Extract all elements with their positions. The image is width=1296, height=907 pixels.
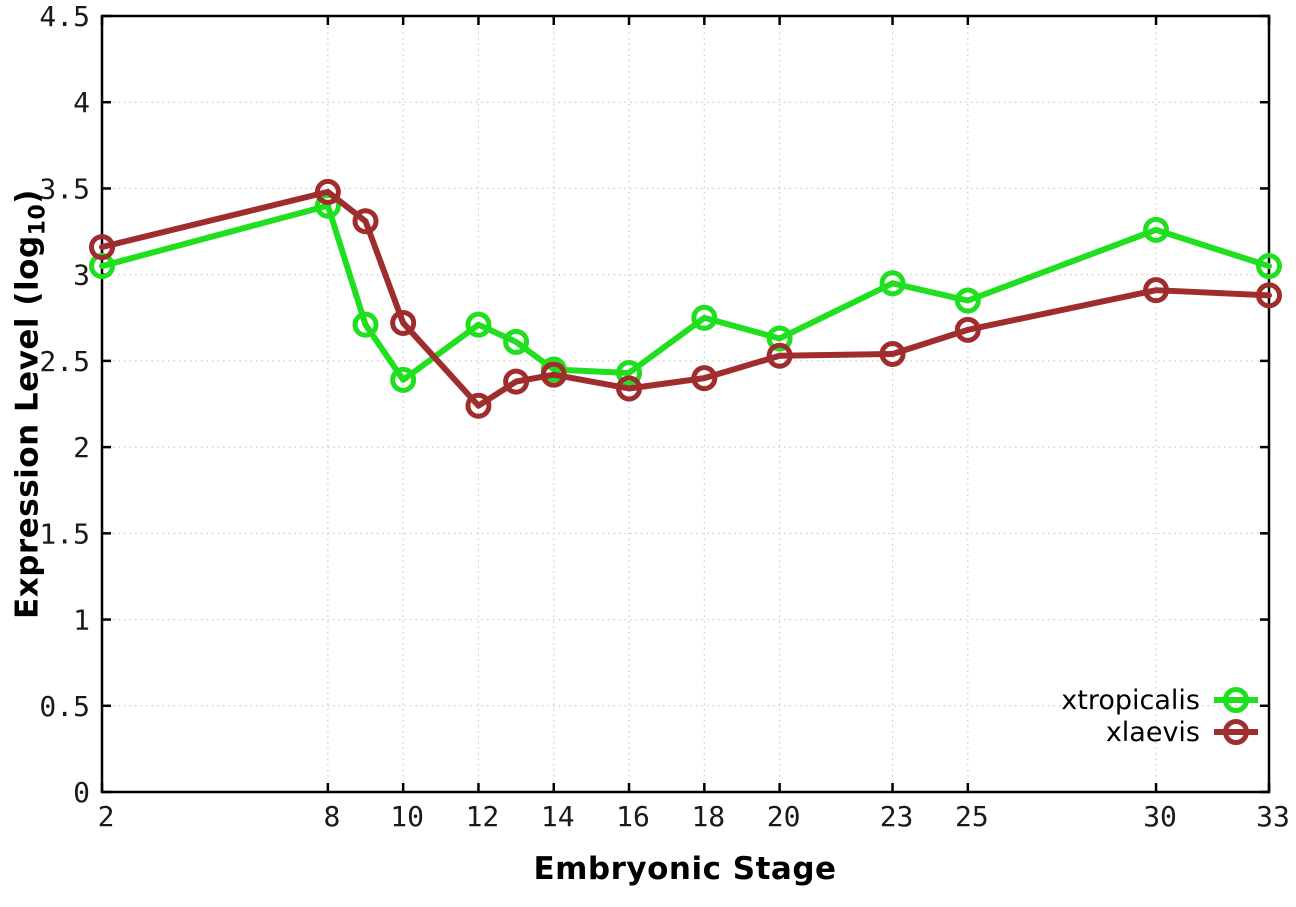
data-point-xlaevis-stage-33 bbox=[1256, 282, 1282, 309]
x-tick-label: 14 bbox=[541, 800, 575, 833]
legend-item-xtropicalis: xtropicalis bbox=[1061, 684, 1258, 716]
y-tick-label: 2.5 bbox=[39, 345, 90, 378]
y-tick-label: 4 bbox=[73, 86, 90, 119]
data-point-xlaevis-stage-13 bbox=[503, 368, 530, 395]
y-axis-title-text: Expression Level (log bbox=[9, 235, 46, 619]
y-tick-label: 0 bbox=[73, 776, 90, 809]
y-tick-label: 3 bbox=[73, 259, 90, 292]
x-tick-label: 18 bbox=[691, 800, 725, 833]
data-point-xtropicalis-stage-13 bbox=[503, 328, 530, 355]
x-tick-label: 20 bbox=[767, 800, 801, 833]
data-point-xlaevis-stage-30 bbox=[1143, 277, 1170, 304]
x-tick-label: 30 bbox=[1143, 800, 1177, 833]
data-point-xtropicalis-stage-9 bbox=[352, 311, 379, 338]
y-tick-label: 3.5 bbox=[39, 172, 90, 205]
data-point-xlaevis-stage-23 bbox=[879, 340, 906, 367]
y-tick-label: 1 bbox=[73, 604, 90, 637]
x-tick-label: 12 bbox=[466, 800, 500, 833]
legend: xtropicalis xlaevis bbox=[1061, 684, 1258, 748]
y-tick-label: 0.5 bbox=[39, 690, 90, 723]
data-point-xlaevis-stage-9 bbox=[352, 208, 379, 235]
data-point-xtropicalis-stage-18 bbox=[691, 304, 718, 331]
legend-label-xtropicalis: xtropicalis bbox=[1061, 684, 1200, 716]
y-axis-title-suffix: ) bbox=[9, 189, 46, 204]
data-point-xtropicalis-stage-25 bbox=[954, 287, 981, 314]
x-tick-label: 25 bbox=[955, 800, 989, 833]
y-axis-title-subscript: 10 bbox=[25, 203, 51, 236]
legend-circle-icon bbox=[1223, 719, 1249, 745]
data-point-xtropicalis-stage-30 bbox=[1143, 216, 1170, 243]
legend-label-xlaevis: xlaevis bbox=[1105, 716, 1200, 748]
data-point-xlaevis-stage-20 bbox=[766, 342, 793, 369]
y-tick-label: 2 bbox=[73, 431, 90, 464]
data-point-xtropicalis-stage-33 bbox=[1256, 253, 1282, 280]
y-tick-label: 1.5 bbox=[39, 517, 90, 550]
legend-item-xlaevis: xlaevis bbox=[1106, 716, 1258, 748]
data-point-xlaevis-stage-8 bbox=[314, 178, 341, 205]
legend-sample-xlaevis bbox=[1214, 718, 1258, 746]
x-tick-label: 2 bbox=[98, 800, 115, 833]
data-point-xlaevis-stage-14 bbox=[540, 361, 567, 388]
data-point-xtropicalis-stage-23 bbox=[879, 270, 906, 297]
data-point-xlaevis-stage-10 bbox=[390, 309, 417, 336]
x-axis-title: Embryonic Stage bbox=[533, 851, 837, 887]
data-point-xlaevis-stage-12 bbox=[465, 392, 492, 419]
x-tick-label: 16 bbox=[616, 800, 650, 833]
y-axis-title: Expression Level (log10) bbox=[10, 189, 51, 619]
legend-sample-xtropicalis bbox=[1214, 686, 1258, 714]
y-tick-label: 4.5 bbox=[39, 0, 90, 33]
x-tick-label: 8 bbox=[323, 800, 340, 833]
data-point-xlaevis-stage-16 bbox=[616, 375, 643, 402]
data-point-xlaevis-stage-2 bbox=[89, 234, 115, 261]
legend-circle-icon bbox=[1223, 687, 1249, 713]
data-point-xtropicalis-stage-12 bbox=[465, 311, 492, 338]
data-point-xtropicalis-stage-10 bbox=[390, 366, 417, 393]
series-line-xlaevis bbox=[99, 188, 1272, 409]
plot-border bbox=[100, 14, 1271, 794]
data-point-xtropicalis-stage-20 bbox=[766, 325, 793, 352]
data-point-xlaevis-stage-25 bbox=[954, 316, 981, 343]
data-point-xtropicalis-stage-16 bbox=[616, 359, 643, 386]
series-line-xtropicalis bbox=[99, 202, 1272, 383]
x-tick-label: 10 bbox=[390, 800, 424, 833]
x-tick-label: 23 bbox=[880, 800, 914, 833]
data-point-xlaevis-stage-18 bbox=[691, 365, 718, 392]
x-tick-label: 33 bbox=[1256, 800, 1290, 833]
